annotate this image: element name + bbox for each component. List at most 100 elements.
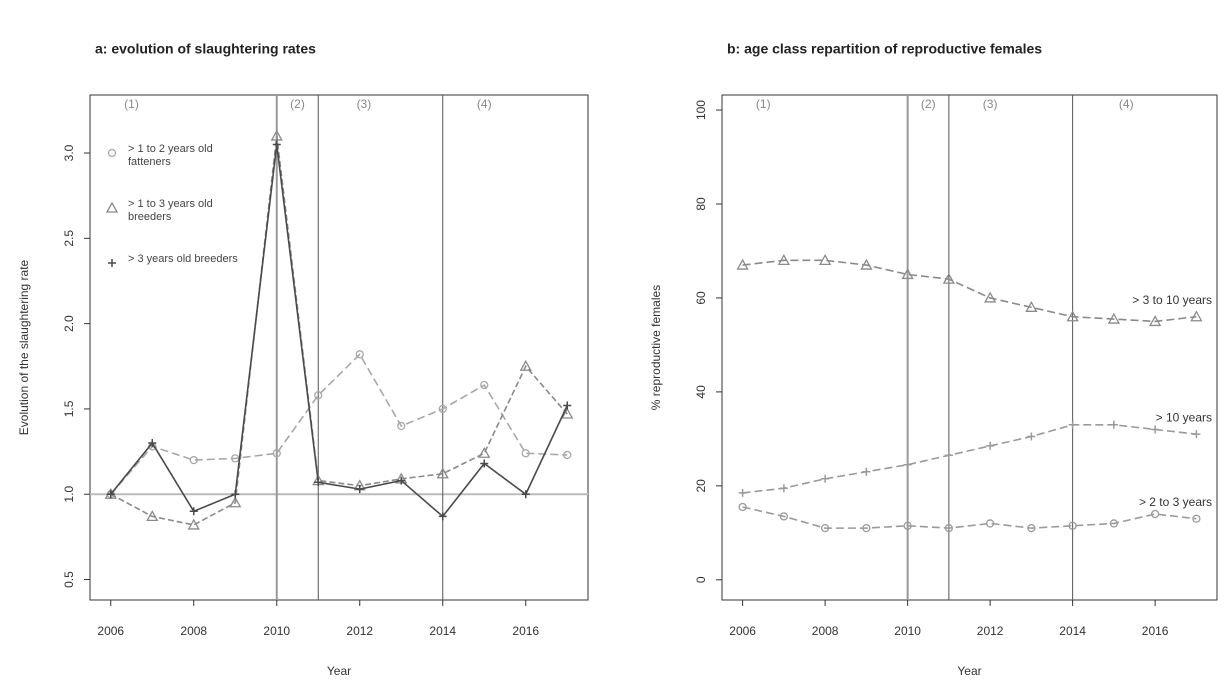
- point: [355, 350, 364, 359]
- period-label: (1): [756, 97, 771, 111]
- point: [397, 476, 406, 485]
- point: [563, 450, 572, 460]
- point: [563, 401, 572, 410]
- point: [106, 490, 115, 499]
- chart-title: b: age class repartition of reproductive…: [727, 41, 1042, 57]
- point: [903, 521, 912, 530]
- series-line: [110, 144, 568, 518]
- series-line: [110, 135, 568, 526]
- point: [561, 407, 574, 419]
- x-axis-label: Year: [957, 664, 981, 678]
- x-tick-label: 2010: [263, 624, 290, 638]
- point: [986, 441, 995, 450]
- x-tick-label: 2014: [1059, 624, 1086, 638]
- point: [1109, 519, 1119, 528]
- x-tick-label: 2012: [346, 624, 373, 638]
- point: [1068, 521, 1077, 530]
- legend-marker: [108, 259, 116, 267]
- point: [779, 512, 789, 521]
- plot-frame: [89, 94, 589, 601]
- series-label: > 3 to 10 years: [1132, 293, 1212, 307]
- legend-text: > 1 to 2 years old fatteners: [128, 143, 213, 168]
- x-tick-label: 2008: [812, 624, 839, 638]
- y-tick-label: 2.0: [62, 315, 76, 332]
- point: [521, 449, 530, 458]
- series-line: [742, 506, 1197, 529]
- point: [942, 272, 955, 284]
- legend-text: > 3 years old breeders: [128, 253, 238, 265]
- point: [272, 449, 281, 458]
- y-tick-label: 20: [694, 479, 708, 493]
- point: [521, 490, 530, 499]
- series-line: [742, 423, 1197, 494]
- point: [779, 484, 788, 493]
- x-tick-label: 2006: [97, 624, 124, 638]
- point: [862, 467, 871, 476]
- period-label: (4): [1119, 97, 1134, 111]
- point: [1192, 514, 1201, 523]
- y-tick-label: 80: [694, 197, 708, 211]
- period-label: (4): [477, 97, 492, 111]
- point: [944, 523, 954, 533]
- point: [189, 455, 198, 465]
- point: [272, 140, 281, 149]
- series-line: [742, 259, 1197, 323]
- point: [862, 523, 871, 533]
- point: [736, 258, 749, 270]
- period-label: (2): [290, 97, 305, 111]
- x-tick-label: 2012: [977, 624, 1004, 638]
- period-label: (3): [357, 97, 372, 111]
- point: [903, 460, 912, 469]
- series-label: > 10 years: [1156, 410, 1212, 424]
- point: [231, 490, 240, 499]
- point: [821, 474, 830, 483]
- point: [944, 451, 953, 460]
- point: [1109, 420, 1118, 429]
- point: [146, 510, 159, 522]
- point: [480, 380, 489, 390]
- y-axis-label: % reproductive females: [649, 285, 663, 410]
- point: [1107, 312, 1120, 324]
- point: [1068, 420, 1077, 429]
- point: [1190, 310, 1203, 322]
- point: [189, 507, 198, 516]
- point: [314, 478, 323, 487]
- point: [438, 404, 447, 414]
- point: [478, 446, 491, 458]
- y-tick-label: 60: [694, 291, 708, 305]
- point: [1025, 300, 1038, 312]
- chart-title: a: evolution of slaughtering rates: [95, 41, 316, 57]
- legend-entry: > 3 years old breeders: [128, 253, 238, 265]
- series-line: [110, 353, 568, 495]
- y-axis-label: Evolution of the slaughtering rate: [17, 259, 31, 435]
- legend-marker: [105, 201, 119, 213]
- point: [860, 258, 873, 270]
- y-tick-label: 0: [694, 576, 708, 583]
- x-axis-label: Year: [327, 664, 351, 678]
- plot-frame: [721, 94, 1218, 601]
- point: [738, 502, 747, 512]
- point: [738, 488, 747, 497]
- x-tick-label: 2016: [512, 624, 539, 638]
- point: [1066, 310, 1079, 322]
- x-tick-label: 2016: [1142, 624, 1169, 638]
- point: [1149, 315, 1162, 327]
- point: [438, 512, 447, 521]
- point: [1151, 425, 1160, 434]
- point: [1027, 523, 1036, 533]
- point: [819, 254, 832, 266]
- point: [187, 518, 200, 530]
- series-label: > 2 to 3 years: [1139, 495, 1212, 509]
- legend-entry: > 1 to 2 years old fatteners: [128, 143, 213, 168]
- point: [820, 523, 830, 533]
- point: [480, 459, 489, 468]
- period-label: (2): [921, 97, 936, 111]
- point: [1027, 432, 1036, 441]
- point: [355, 485, 364, 494]
- x-tick-label: 2008: [180, 624, 207, 638]
- point: [519, 359, 532, 371]
- point: [270, 129, 283, 141]
- legend-marker: [107, 148, 117, 158]
- period-label: (1): [124, 97, 139, 111]
- x-tick-label: 2006: [729, 624, 756, 638]
